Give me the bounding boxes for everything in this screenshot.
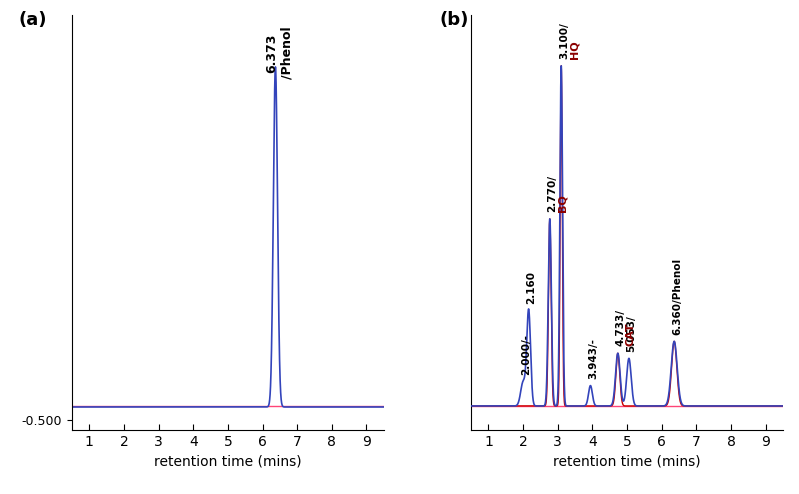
Text: 3.943/-: 3.943/- xyxy=(588,338,598,379)
Text: 6.373
/Phenol: 6.373 /Phenol xyxy=(265,27,293,80)
Text: CAT: CAT xyxy=(626,323,636,346)
Text: 6.360/Phenol: 6.360/Phenol xyxy=(672,257,682,334)
Text: 3.100/: 3.100/ xyxy=(559,22,569,59)
X-axis label: retention time (mins): retention time (mins) xyxy=(553,454,701,468)
Text: BQ: BQ xyxy=(558,194,568,212)
Text: 4.733/: 4.733/ xyxy=(615,309,626,346)
Text: 5.053/: 5.053/ xyxy=(626,315,637,352)
Text: 2.770/: 2.770/ xyxy=(547,175,558,212)
Text: 2.160: 2.160 xyxy=(527,271,536,304)
Text: 2.000/-: 2.000/- xyxy=(521,334,531,375)
Text: (a): (a) xyxy=(19,11,47,29)
X-axis label: retention time (mins): retention time (mins) xyxy=(154,454,302,468)
Text: (b): (b) xyxy=(440,11,469,29)
Text: HQ: HQ xyxy=(570,41,579,59)
